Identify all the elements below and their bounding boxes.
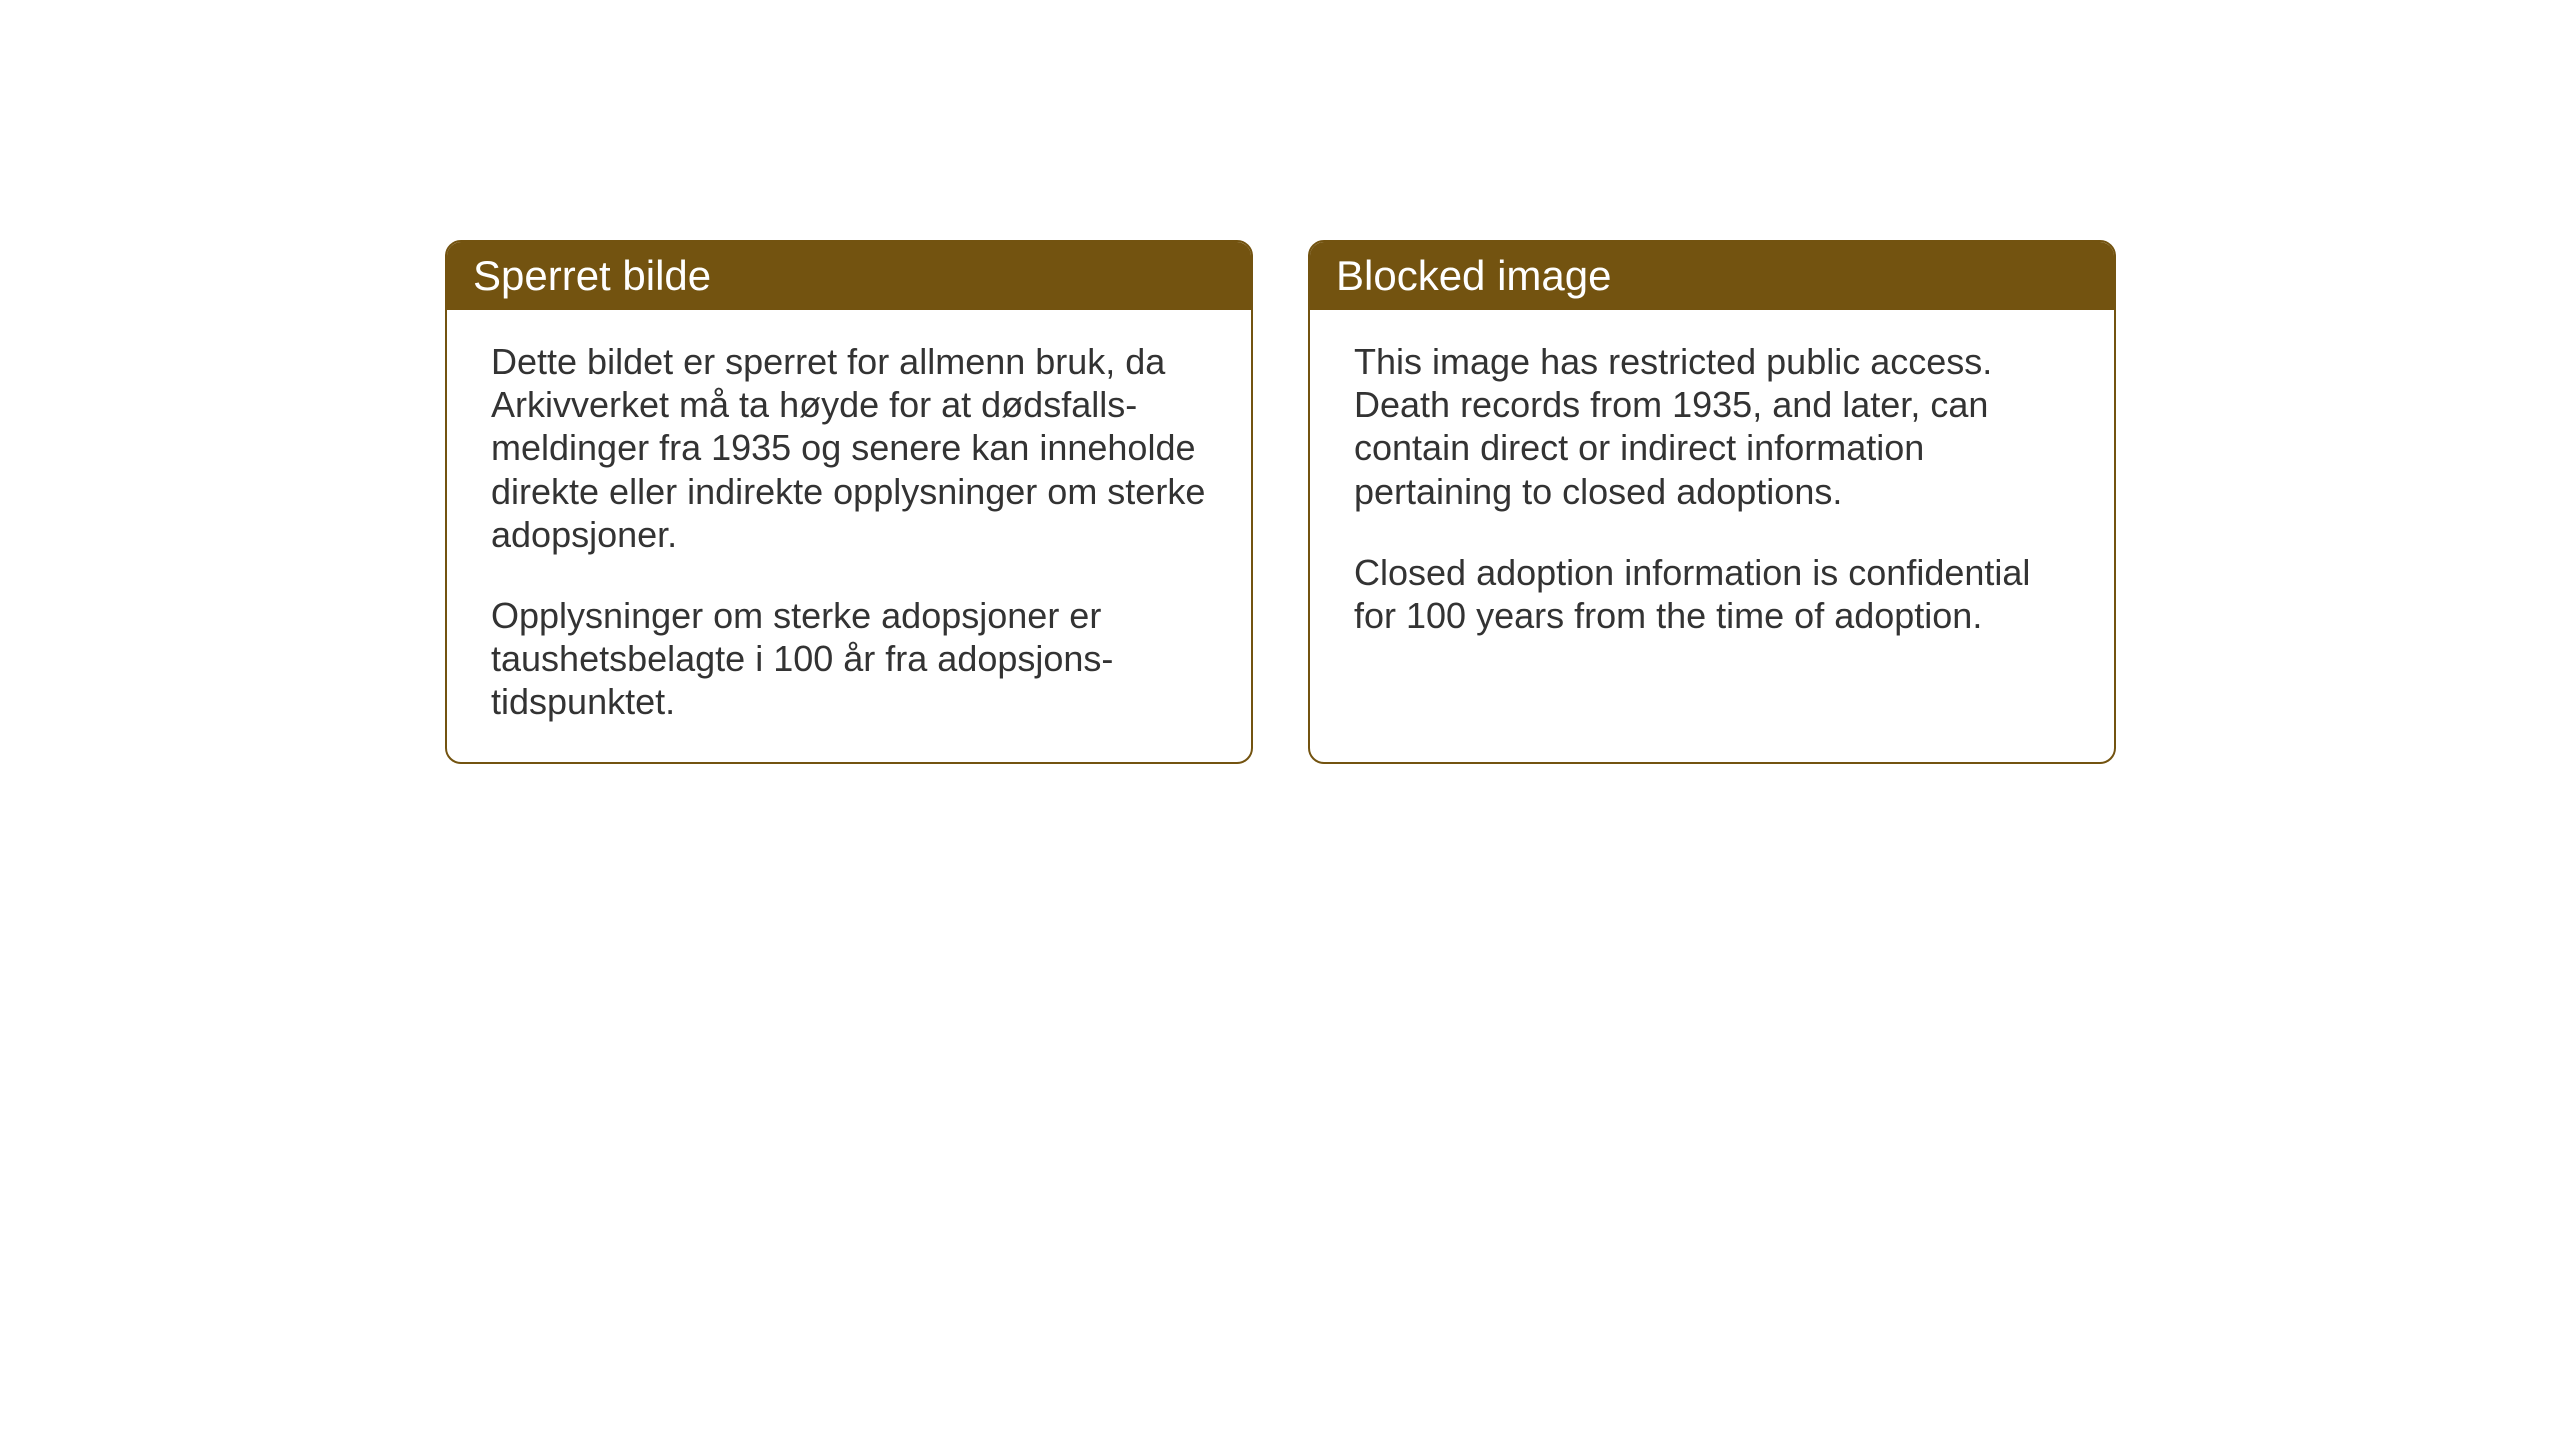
card-norwegian-body: Dette bildet er sperret for allmenn bruk… [447,310,1251,762]
card-english-title: Blocked image [1336,252,1611,299]
card-norwegian-paragraph-2: Opplysninger om sterke adopsjoner er tau… [491,594,1207,724]
card-english: Blocked image This image has restricted … [1308,240,2116,764]
card-english-paragraph-2: Closed adoption information is confident… [1354,551,2070,637]
card-norwegian-header: Sperret bilde [447,242,1251,310]
card-norwegian: Sperret bilde Dette bildet er sperret fo… [445,240,1253,764]
card-english-body: This image has restricted public access.… [1310,310,2114,675]
card-english-paragraph-1: This image has restricted public access.… [1354,340,2070,513]
card-english-header: Blocked image [1310,242,2114,310]
cards-container: Sperret bilde Dette bildet er sperret fo… [445,240,2116,764]
card-norwegian-title: Sperret bilde [473,252,711,299]
card-norwegian-paragraph-1: Dette bildet er sperret for allmenn bruk… [491,340,1207,556]
